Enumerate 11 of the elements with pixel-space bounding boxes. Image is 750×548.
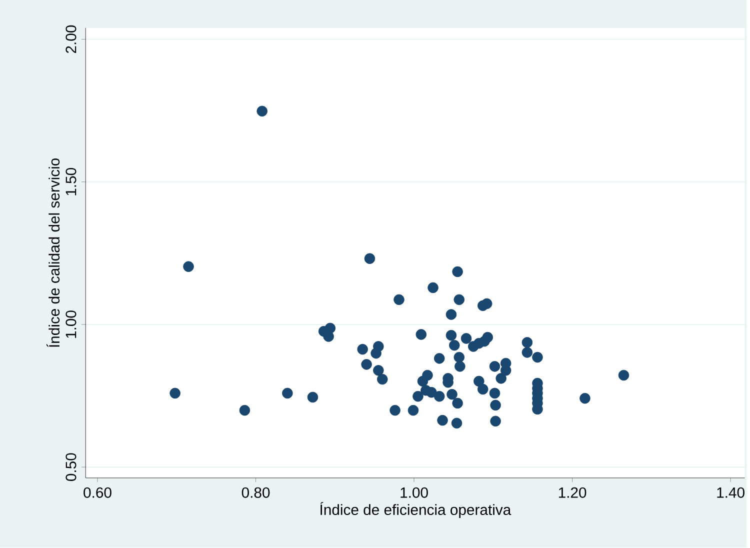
y-tick-label: 0.50 — [66, 453, 76, 482]
y-tick-label: 1.50 — [66, 168, 76, 196]
y-axis-title: Índice de calidad del servicio — [46, 158, 60, 348]
x-tick-label: 0.60 — [84, 488, 112, 498]
x-tick-label: 1.20 — [558, 488, 586, 498]
y-tick-label: 2.00 — [66, 26, 76, 54]
x-tick-label: 0.80 — [242, 488, 270, 498]
x-tick-label: 1.00 — [400, 488, 428, 498]
x-tick-label: 1.40 — [717, 488, 744, 498]
x-axis-title: Índice de eficiencia operativa — [320, 502, 512, 518]
y-tick-label: 1.00 — [66, 310, 76, 338]
